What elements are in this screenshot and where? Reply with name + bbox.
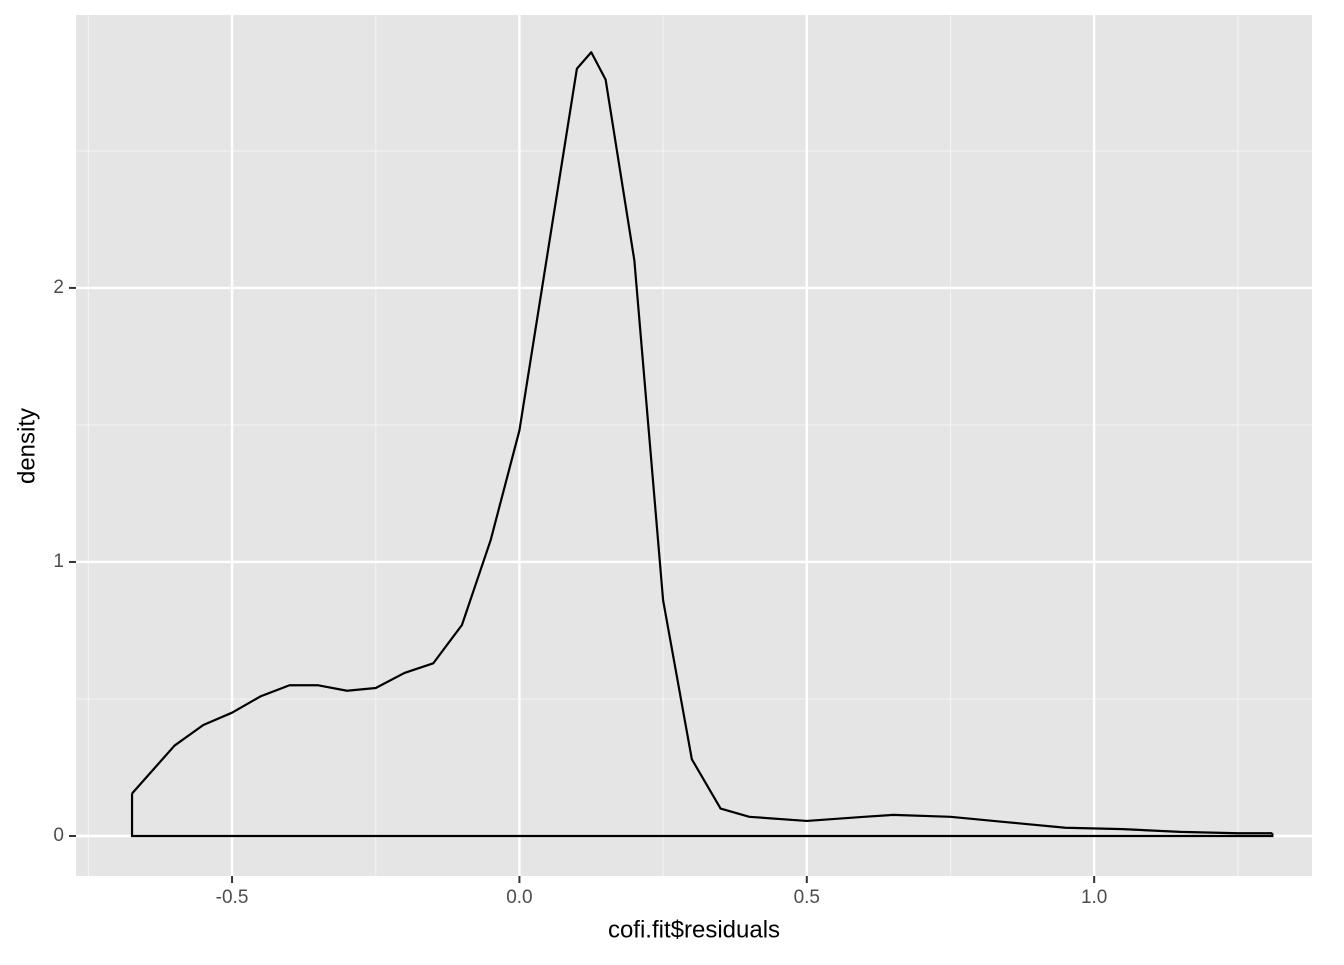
y-tick-label: 1 [53,551,64,572]
y-tick-label: 0 [53,825,64,846]
density-base [130,793,1274,838]
x-tick-label: 0.5 [794,887,820,908]
y-axis-title: density [13,408,40,484]
x-axis-title: cofi.fit$residuals [608,916,780,943]
x-tick-label: 1.0 [1081,887,1107,908]
y-tick-label: 2 [53,277,64,298]
x-tick-label: -0.5 [216,887,249,908]
panel [76,15,1312,876]
x-tick-label: 0.0 [506,887,532,908]
density-curve [131,51,1273,835]
